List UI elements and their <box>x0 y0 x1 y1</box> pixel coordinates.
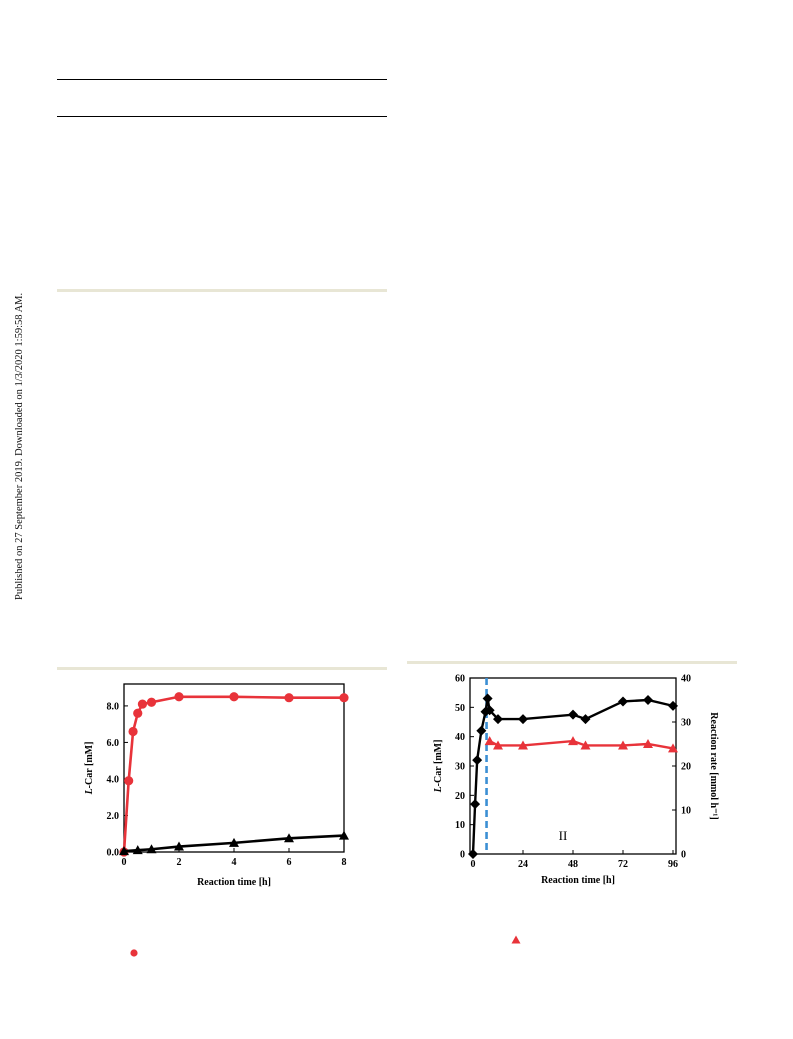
data-point <box>137 699 148 709</box>
y-tick-label: 30 <box>455 762 465 773</box>
data-point <box>229 837 239 847</box>
y-tick-label: 0 <box>460 850 465 861</box>
y-tick-label: 6.0 <box>107 738 120 749</box>
x-tick-label: 2 <box>177 857 182 868</box>
series-line <box>471 698 674 855</box>
series-line <box>489 739 674 750</box>
y-tick-label: 4.0 <box>107 774 120 785</box>
data-point <box>124 776 134 786</box>
x-tick-label: 4 <box>232 857 237 868</box>
chart-right-ylabel: L-Car [mM] <box>433 740 444 794</box>
x-tick-label: 96 <box>668 859 678 870</box>
data-point <box>484 736 495 746</box>
y2-tick-label: 10 <box>681 806 691 817</box>
y2-tick-label: 30 <box>681 718 691 729</box>
x-tick-label: 0 <box>122 857 127 868</box>
table-bottom-rule <box>57 116 387 117</box>
data-point <box>668 743 678 753</box>
data-point <box>668 700 678 711</box>
data-point <box>284 693 294 703</box>
chart-right: 0 24 48 72 96 0 10 20 30 40 50 60 0 10 20 30 40 II Rea… <box>433 674 719 887</box>
y-tick-label: 40 <box>455 732 465 743</box>
data-point <box>339 693 349 703</box>
data-point <box>174 692 184 702</box>
data-point <box>568 736 578 746</box>
data-point <box>618 696 628 707</box>
data-point <box>618 740 628 750</box>
section-divider-left <box>57 289 387 292</box>
figure-divider-left <box>57 667 387 670</box>
y-tick-label: 10 <box>455 820 465 831</box>
y-tick-label: 20 <box>455 791 465 802</box>
data-point <box>476 725 487 736</box>
data-point <box>493 740 503 750</box>
series-line <box>122 695 344 853</box>
chart-left-xlabel: Reaction time [h] <box>197 877 271 888</box>
x-tick-label: 24 <box>518 859 528 870</box>
chart-right-xlabel: Reaction time [h] <box>541 875 615 886</box>
chart-right-annotation: II <box>559 828 568 843</box>
x-tick-label: 72 <box>618 859 628 870</box>
y-tick-label: 50 <box>455 703 465 714</box>
y-tick-label: 60 <box>455 674 465 685</box>
data-point <box>643 695 653 705</box>
data-point <box>119 846 129 856</box>
figure-divider-right <box>407 661 737 664</box>
data-point <box>132 845 143 855</box>
margin-note: Published on 27 September 2019. Download… <box>14 292 25 600</box>
data-point <box>339 830 349 840</box>
table-top-rule <box>57 79 387 80</box>
data-point <box>518 740 528 750</box>
data-point <box>580 714 591 725</box>
data-point <box>470 799 481 810</box>
y-tick-label: 2.0 <box>107 811 120 822</box>
x-tick-label: 0 <box>471 859 476 870</box>
legend-triangle-marker-icon <box>511 935 521 944</box>
data-point <box>568 709 578 720</box>
data-point <box>472 755 483 766</box>
y2-tick-label: 20 <box>681 762 691 773</box>
data-point <box>468 849 478 859</box>
data-point <box>229 692 239 702</box>
data-point <box>482 693 493 704</box>
data-point <box>643 739 653 748</box>
legend-circle-marker-icon <box>130 949 138 957</box>
x-tick-label: 8 <box>342 857 347 868</box>
data-point <box>580 740 591 750</box>
y2-tick-label: 0 <box>681 850 686 861</box>
data-point <box>484 705 495 716</box>
chart-left-frame <box>123 683 345 853</box>
data-point <box>128 726 138 737</box>
data-point <box>146 697 157 707</box>
chart-right-y2label-visible: Reaction rate [mmol h⁻¹] <box>708 712 719 819</box>
data-point <box>133 708 143 718</box>
chart-left-ylabel: L-Car [mM] <box>84 742 95 796</box>
data-point <box>284 833 294 843</box>
data-point <box>493 714 503 725</box>
y-tick-label: 8.0 <box>107 701 120 712</box>
x-tick-label: 6 <box>287 857 292 868</box>
data-point <box>174 841 184 851</box>
y-tick-label: 0.0 <box>107 848 120 859</box>
data-point <box>146 844 157 854</box>
x-tick-label: 48 <box>568 859 578 870</box>
chart-right-frame <box>469 677 677 855</box>
y2-tick-label: 40 <box>681 674 691 685</box>
data-point <box>518 714 528 725</box>
